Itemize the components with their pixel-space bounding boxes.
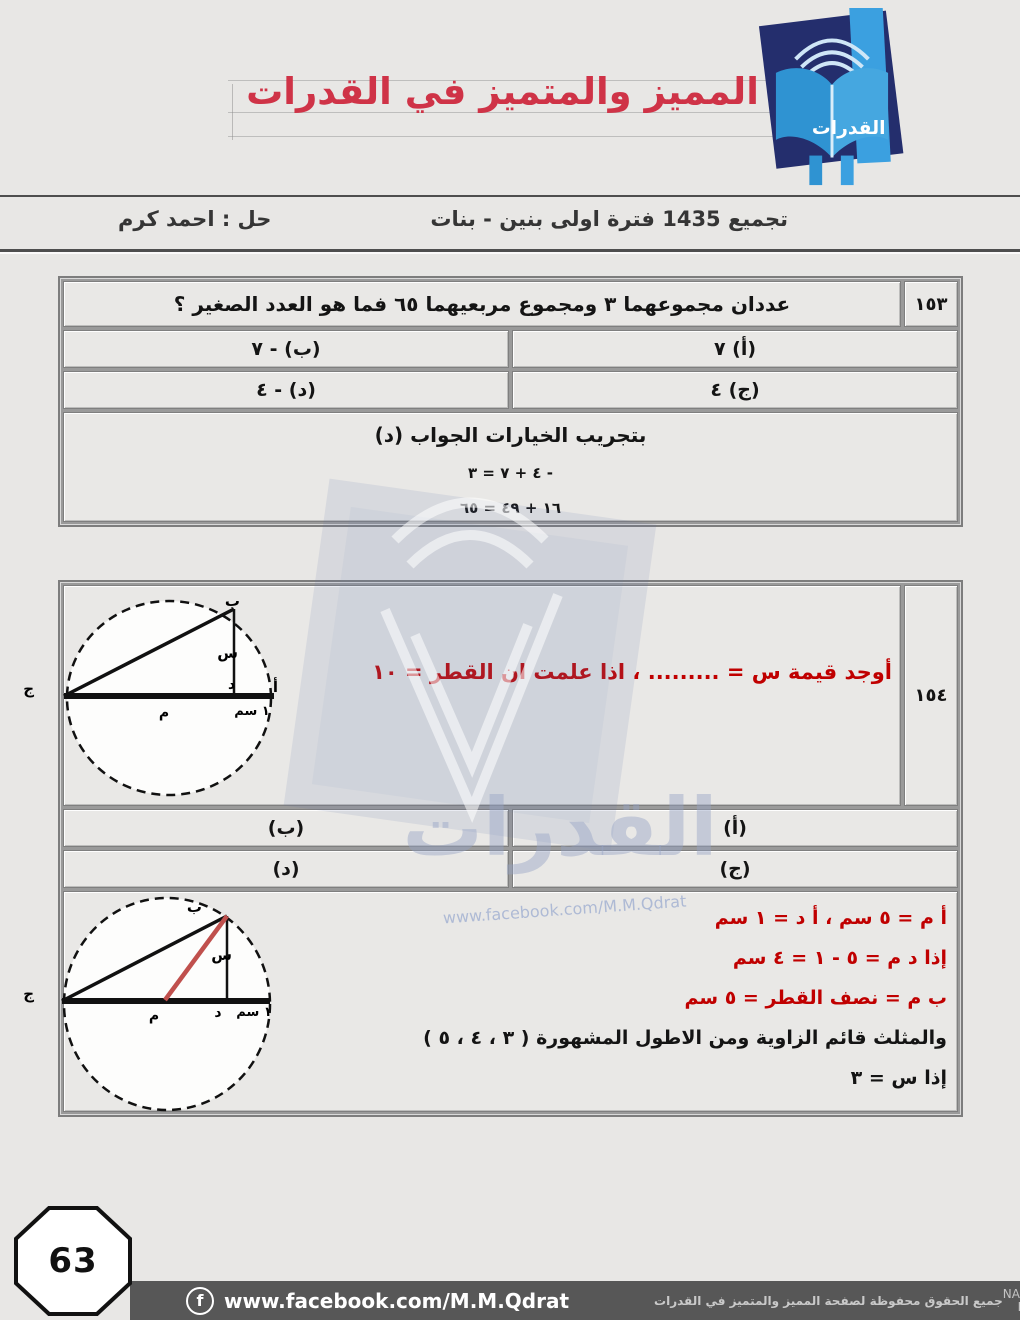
q153-options-row-2: (ج) ٤ (د) - ٤: [63, 371, 958, 409]
q153-option-b: (ب) - ٧: [63, 330, 509, 368]
circle-diagram-1: ب س د أ م ١ سم ج: [23, 592, 278, 797]
q154-question-text: أوجد قيمة س = ......... ، اذا علمت ان ال…: [372, 660, 892, 684]
facebook-icon: f: [186, 1286, 214, 1315]
q154-solution-red2: إذا د م = ٥ - ١ = ٤ سم: [732, 947, 947, 969]
page-number: 63: [48, 1241, 98, 1281]
brand-logo: القدرات: [736, 4, 928, 190]
q153-option-d: (د) - ٤: [63, 371, 509, 409]
q154-solution-red1: أ م = ٥ سم ، أ د = ١ سم: [714, 907, 947, 929]
q154-solution-black2: إذا س = ٣: [850, 1067, 947, 1089]
q154-option-d: (د): [63, 850, 509, 888]
label-1cm: ١ سم: [234, 704, 269, 719]
footer-bar: f www.facebook.com/M.M.Qdrat جميع الحقوق…: [130, 1281, 1020, 1320]
q154-number-cell: ١٥٤: [904, 585, 958, 806]
q153-solution-line2: - ٤ + ٧ = ٣: [468, 464, 553, 482]
q154-solution-text: أ م = ٥ سم ، أ د = ١ سم إذا د م = ٥ - ١ …: [423, 898, 947, 1098]
q153-solution-row: بتجريب الخيارات الجواب (د) - ٤ + ٧ = ٣ ١…: [63, 412, 958, 522]
circle-diagram-2: ب س م د ١ سم ج: [23, 896, 272, 1112]
solver-name-label: حل : احمد كرم: [118, 207, 272, 231]
q154-question-cell: أوجد قيمة س = ......... ، اذا علمت ان ال…: [23, 585, 901, 806]
label-s: س: [217, 644, 238, 662]
q154-option-b: (ب): [63, 809, 509, 847]
designer-name: NABOLSY: [1002, 1286, 1020, 1301]
label-d: د: [214, 1005, 221, 1021]
q154-header-row: ١٥٤ أوجد قيمة س = ......... ، اذا علمت ا…: [23, 585, 958, 806]
q153-options-row-1: (أ) ٧ (ب) - ٧: [63, 330, 958, 368]
q153-option-c: (ج) ٤: [512, 371, 958, 409]
q154-option-a: (أ): [512, 809, 958, 847]
exam-collection-label: تجميع 1435 فترة اولى بنين - بنات: [430, 207, 788, 231]
q154-solution-black1: والمثلث قائم الزاوية ومن الاطول المشهورة…: [423, 1027, 947, 1049]
q154-solution-row: أ م = ٥ سم ، أ د = ١ سم إذا د م = ٥ - ١ …: [23, 891, 958, 1112]
designer-credit: NABOLSY Design: [1002, 1286, 1020, 1314]
label-m: م: [159, 705, 169, 721]
label-s: س: [211, 946, 232, 964]
label-1cm: ١ سم: [236, 1005, 271, 1020]
copyright-text: جميع الحقوق محفوظة لصفحة المميز والمتميز…: [654, 1293, 1003, 1308]
label-b: ب: [187, 898, 202, 916]
q154-solution-cell: أ م = ٥ سم ، أ د = ١ سم إذا د م = ٥ - ١ …: [23, 891, 958, 1112]
q153-header-row: ١٥٣ عددان مجموعهما ٣ ومجموع مربعيهما ٦٥ …: [63, 281, 958, 327]
label-a: أ: [273, 677, 278, 696]
q153-solution-cell: بتجريب الخيارات الجواب (د) - ٤ + ٧ = ٣ ١…: [63, 412, 958, 522]
subheader-bar: تجميع 1435 فترة اولى بنين - بنات حل : اح…: [0, 195, 1020, 252]
label-b: ب: [225, 592, 240, 610]
sketch-line: [232, 84, 233, 140]
q153-solution-line3: ١٦ + ٤٩ = ٦٥: [460, 499, 561, 517]
book-logo-icon: القدرات: [758, 4, 904, 186]
facebook-url-link[interactable]: www.facebook.com/M.M.Qdrat: [224, 1288, 570, 1313]
q153-number-cell: ١٥٣: [904, 281, 958, 327]
label-d: د: [228, 677, 235, 693]
q154-solution-red3: ب م = نصف القطر = ٥ سم: [684, 987, 948, 1009]
page-number-inner: 63: [18, 1210, 128, 1312]
facebook-f: f: [196, 1291, 204, 1310]
q154-options-row-2: (ج) (د): [63, 850, 958, 888]
label-j: ج: [23, 985, 34, 1003]
page-title: المميز والمتميز في القدرات: [246, 70, 759, 113]
sketch-line: [228, 136, 778, 137]
label-j: ج: [23, 680, 34, 698]
label-m: م: [149, 1008, 159, 1024]
logo-text: القدرات: [812, 118, 886, 139]
q153-solution-line1: بتجريب الخيارات الجواب (د): [374, 423, 647, 447]
q153-option-a: (أ) ٧: [512, 330, 958, 368]
question-153-table: ١٥٣ عددان مجموعهما ٣ ومجموع مربعيهما ٦٥ …: [58, 276, 963, 527]
q154-options-row-1: (أ) (ب): [63, 809, 958, 847]
sketch-line: [228, 112, 783, 113]
question-154-table: ١٥٤ أوجد قيمة س = ......... ، اذا علمت ا…: [23, 580, 963, 1117]
q154-option-c: (ج): [512, 850, 958, 888]
q153-question-cell: عددان مجموعهما ٣ ومجموع مربعيهما ٦٥ فما …: [63, 281, 901, 327]
designer-word: Design: [1003, 1300, 1020, 1314]
page-number-badge: 63: [14, 1206, 132, 1316]
sketch-line: [228, 80, 778, 81]
